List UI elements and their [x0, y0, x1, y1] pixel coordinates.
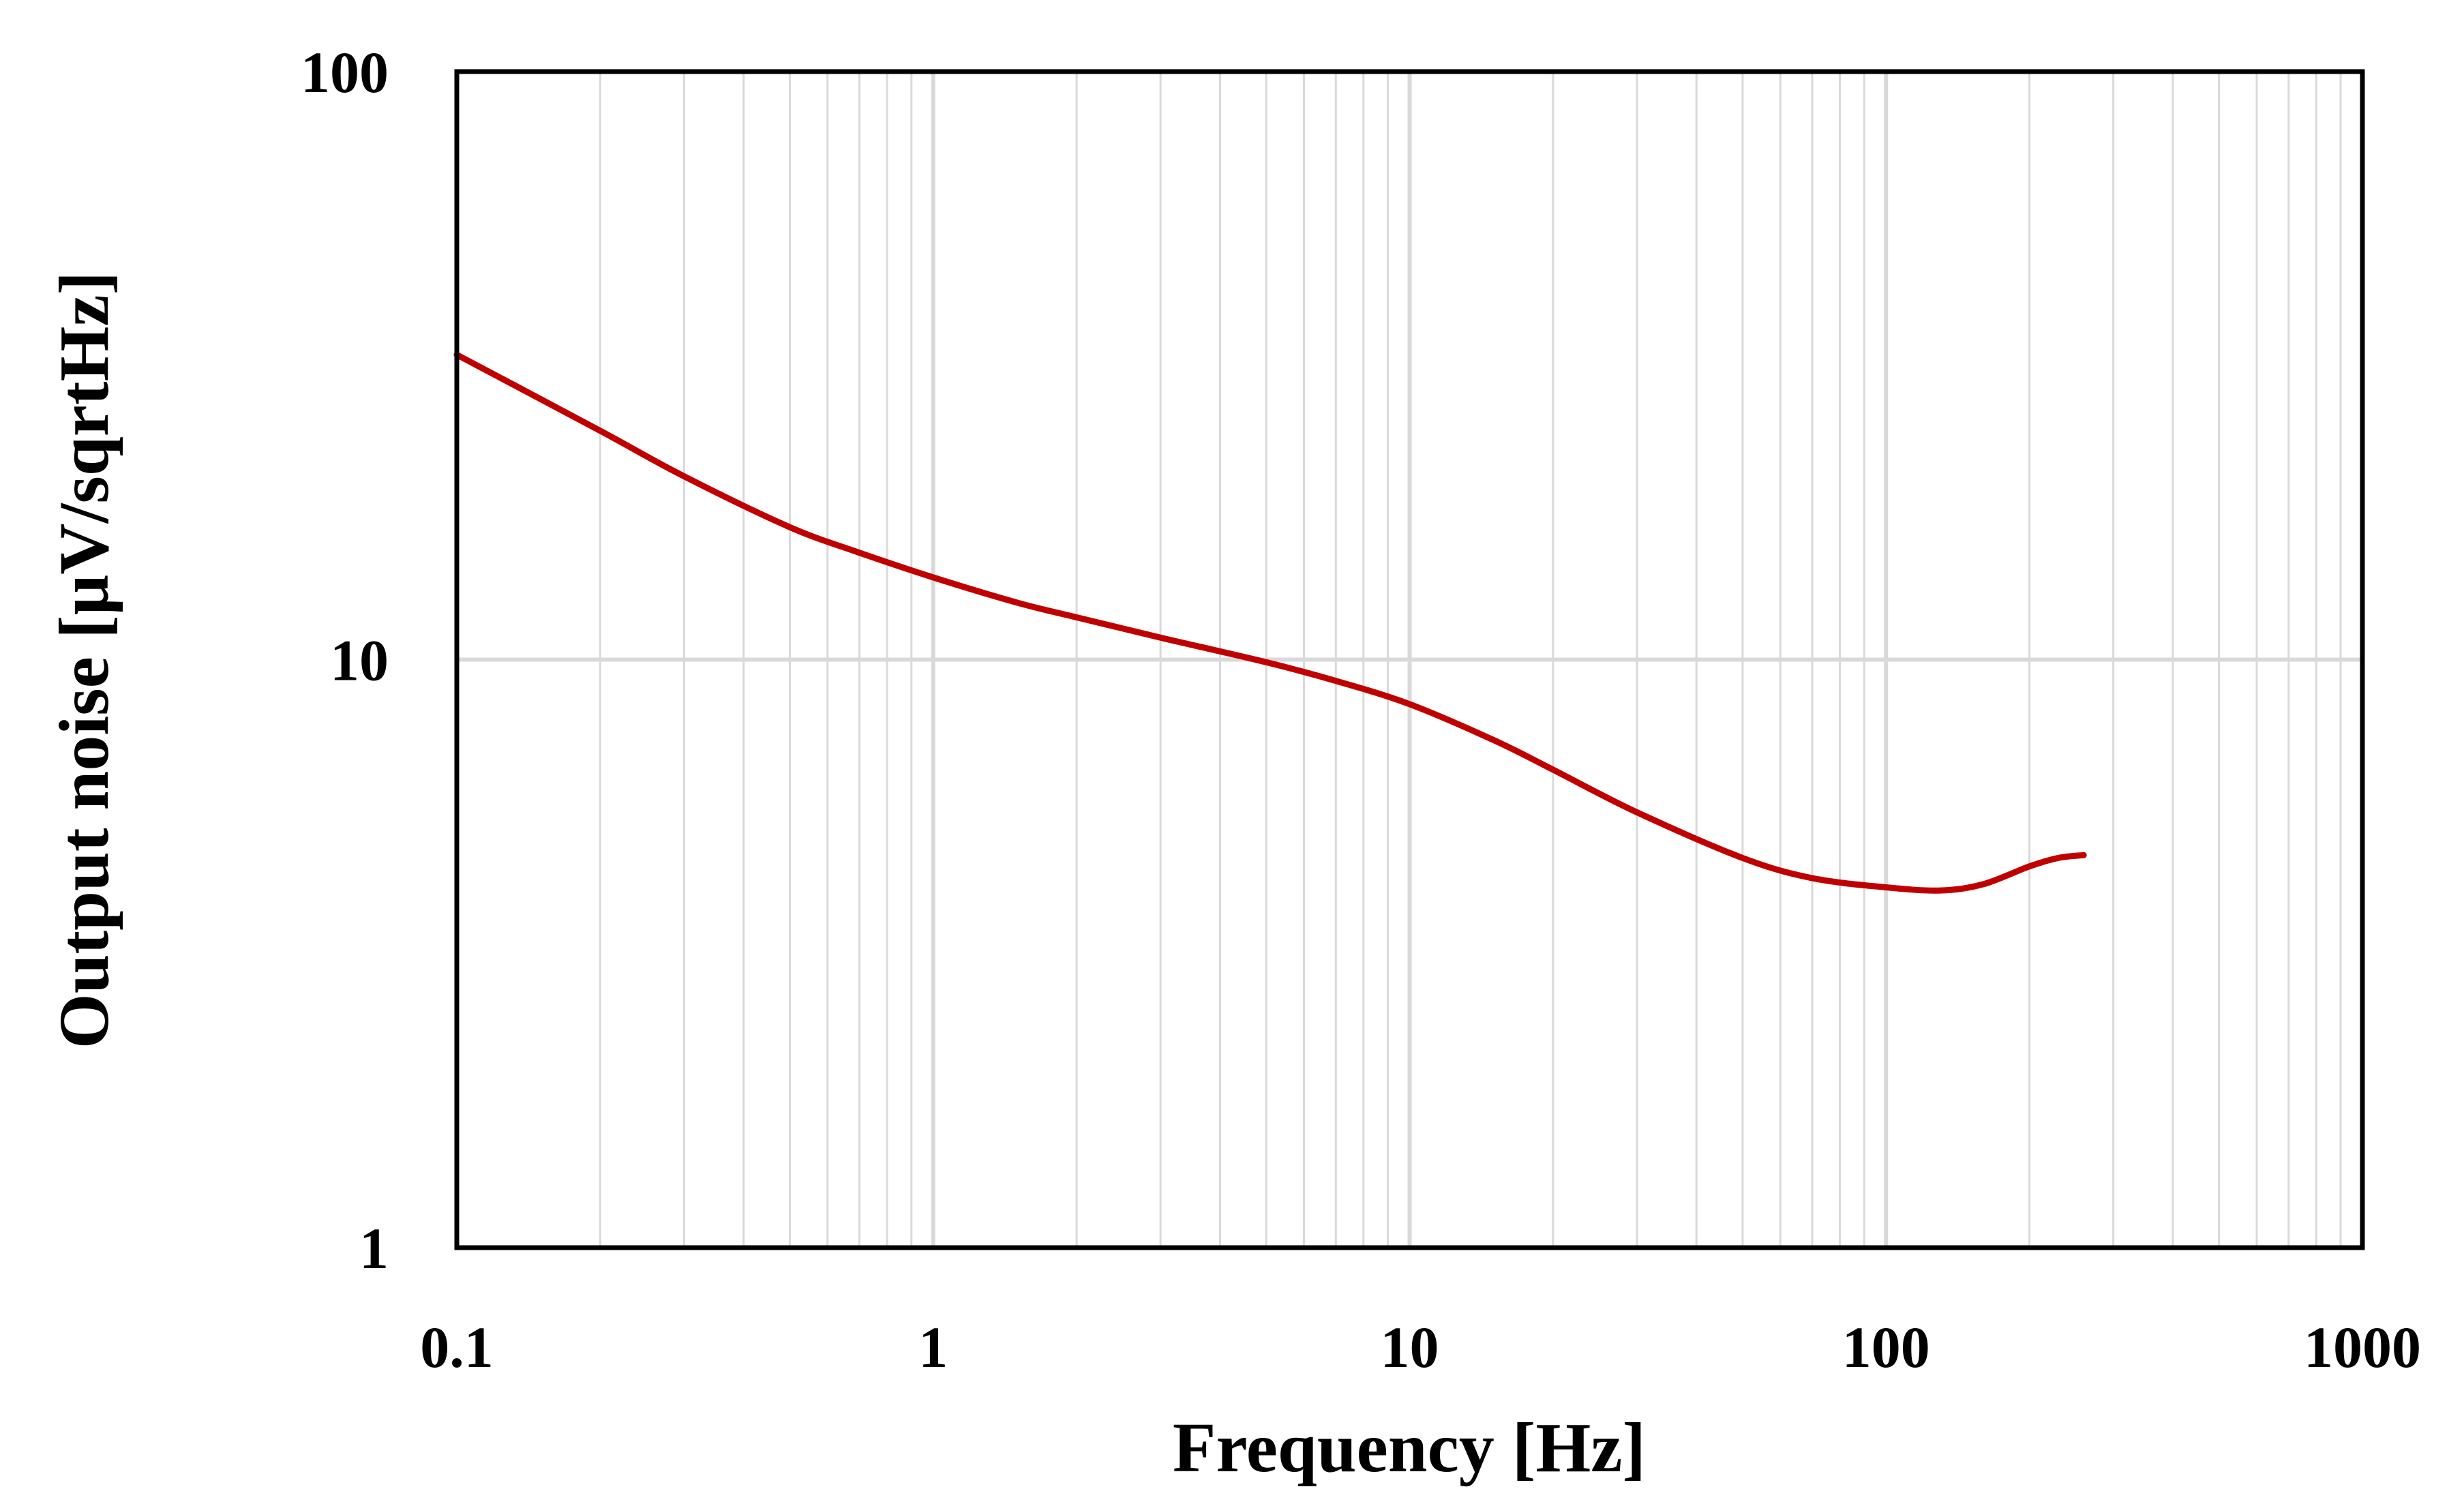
- grid: [457, 72, 2362, 1248]
- y-tick-label: 1: [359, 1216, 389, 1281]
- series-layer: [453, 351, 2087, 894]
- y-tick-labels: 1 10 100: [301, 40, 389, 1281]
- y-tick-label: 10: [330, 628, 389, 693]
- x-tick-label: 10: [1381, 1314, 1439, 1380]
- x-tick-labels: 0.1 1 10 100 1000: [420, 1314, 2421, 1380]
- plot-frame: [454, 69, 2365, 1250]
- series-line-0: [453, 351, 2087, 894]
- x-tick-label: 100: [1842, 1314, 1930, 1380]
- x-tick-label: 0.1: [420, 1314, 494, 1380]
- y-axis-title: Output noise [µV/sqrtHz]: [45, 271, 123, 1049]
- x-tick-label: 1: [918, 1314, 948, 1380]
- x-axis-title: Frequency [Hz]: [1173, 1409, 1646, 1487]
- y-tick-label: 100: [301, 40, 389, 105]
- x-tick-label: 1000: [2304, 1314, 2421, 1380]
